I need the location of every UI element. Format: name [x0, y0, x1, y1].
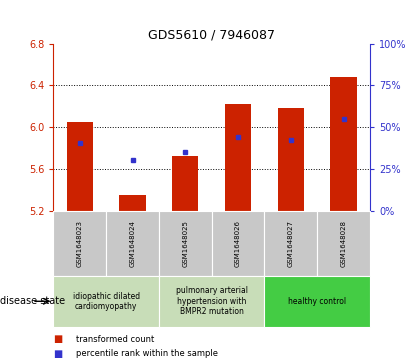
- Bar: [53, 211, 106, 276]
- Bar: [264, 276, 370, 327]
- Bar: [317, 211, 370, 276]
- Text: pulmonary arterial
hypertension with
BMPR2 mutation: pulmonary arterial hypertension with BMP…: [175, 286, 248, 316]
- Bar: [264, 211, 317, 276]
- Bar: [53, 276, 159, 327]
- Bar: [212, 211, 264, 276]
- Bar: [159, 276, 264, 327]
- Text: healthy control: healthy control: [288, 297, 346, 306]
- Text: GSM1648024: GSM1648024: [129, 220, 136, 267]
- Bar: [67, 122, 93, 211]
- Text: transformed count: transformed count: [76, 335, 154, 344]
- Bar: [330, 77, 357, 211]
- Text: GSM1648027: GSM1648027: [288, 220, 294, 267]
- Bar: [159, 211, 212, 276]
- Text: GSM1648023: GSM1648023: [77, 220, 83, 267]
- Text: ■: ■: [53, 334, 63, 344]
- Bar: [106, 211, 159, 276]
- Text: percentile rank within the sample: percentile rank within the sample: [76, 350, 218, 358]
- Title: GDS5610 / 7946087: GDS5610 / 7946087: [148, 28, 275, 41]
- Text: idiopathic dilated
cardiomyopathy: idiopathic dilated cardiomyopathy: [73, 291, 140, 311]
- Bar: [225, 104, 251, 211]
- Text: GSM1648025: GSM1648025: [182, 220, 188, 267]
- Text: ■: ■: [53, 349, 63, 359]
- Bar: [277, 108, 304, 211]
- Text: GSM1648026: GSM1648026: [235, 220, 241, 267]
- Text: GSM1648028: GSM1648028: [341, 220, 346, 267]
- Text: disease state: disease state: [0, 296, 65, 306]
- Bar: [172, 156, 199, 211]
- Bar: [119, 195, 146, 211]
